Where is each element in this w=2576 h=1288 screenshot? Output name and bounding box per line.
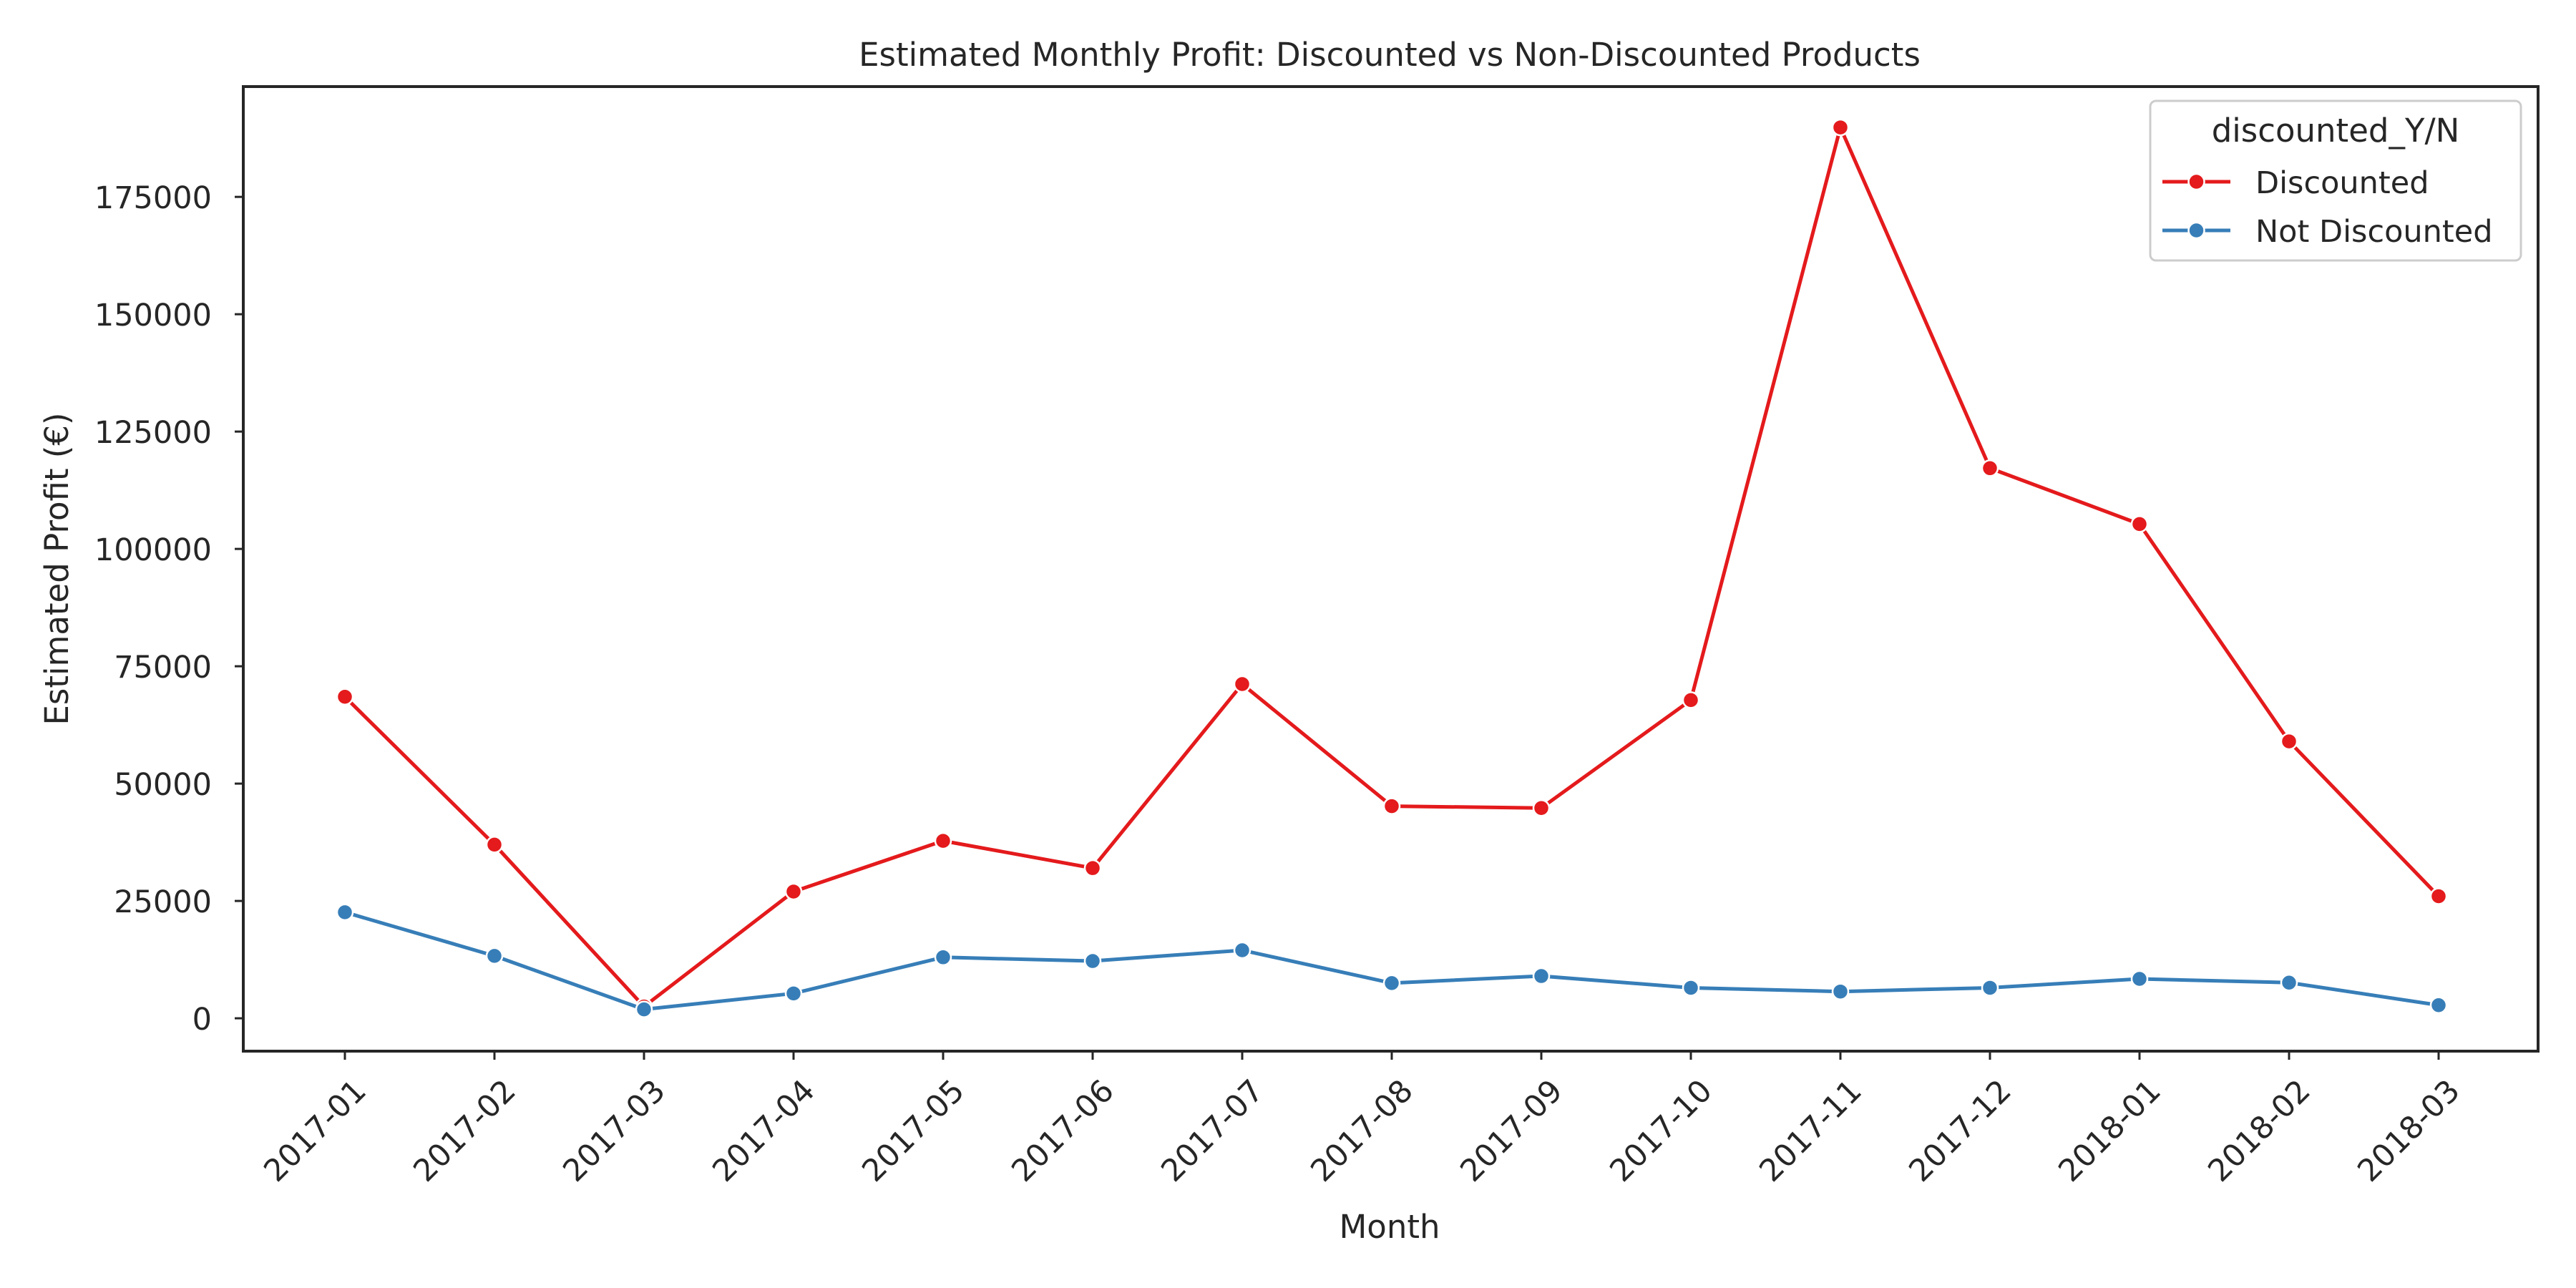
data-point-discounted <box>485 836 504 854</box>
data-point-not-discounted <box>784 985 803 1002</box>
data-point-discounted <box>2130 515 2149 533</box>
data-point-not-discounted <box>1831 982 1850 1000</box>
data-point-discounted <box>784 882 803 901</box>
data-point-not-discounted <box>934 948 952 967</box>
y-tick-label: 175000 <box>94 180 212 216</box>
data-point-discounted <box>2280 732 2298 751</box>
x-axis-label: Month <box>1339 1208 1440 1246</box>
legend-marker-not-discounted <box>2187 221 2205 240</box>
legend: discounted_Y/N Discounted Not Discounted <box>2149 99 2522 262</box>
data-point-not-discounted <box>2280 973 2298 992</box>
data-point-not-discounted <box>1233 941 1252 960</box>
legend-label-not-discounted: Not Discounted <box>2255 214 2493 250</box>
data-point-not-discounted <box>635 1000 653 1018</box>
data-point-discounted <box>1233 675 1252 693</box>
data-point-discounted <box>1981 459 1999 477</box>
y-tick-label: 75000 <box>114 650 212 686</box>
data-point-not-discounted <box>1682 979 1700 997</box>
y-tick-label: 0 <box>192 1002 212 1038</box>
data-point-discounted <box>336 688 354 706</box>
legend-marker-discounted <box>2187 172 2205 191</box>
data-point-not-discounted <box>1382 974 1401 992</box>
data-point-discounted <box>2429 887 2448 905</box>
data-point-discounted <box>1382 797 1401 815</box>
data-point-not-discounted <box>1083 952 1102 970</box>
data-point-not-discounted <box>2130 970 2149 988</box>
y-tick-label: 100000 <box>94 532 212 568</box>
legend-label-discounted: Discounted <box>2255 165 2429 201</box>
data-point-discounted <box>934 831 952 850</box>
y-tick-label: 150000 <box>94 298 212 333</box>
data-point-discounted <box>1682 691 1700 709</box>
legend-title: discounted_Y/N <box>2212 112 2460 150</box>
y-tick-label: 50000 <box>114 767 212 803</box>
data-point-not-discounted <box>1981 979 1999 997</box>
y-axis-label: Estimated Profit (€) <box>38 412 76 725</box>
plot-frame <box>242 85 2540 1053</box>
data-point-not-discounted <box>1532 967 1551 985</box>
chart-title: Estimated Monthly Profit: Discounted vs … <box>859 36 1921 74</box>
y-tick-label: 25000 <box>114 884 212 920</box>
data-point-not-discounted <box>336 903 354 922</box>
data-point-not-discounted <box>485 947 504 965</box>
legend-frame <box>2149 99 2522 262</box>
data-point-discounted <box>1083 859 1102 877</box>
data-point-discounted <box>1532 799 1551 817</box>
y-tick-label: 125000 <box>94 415 212 451</box>
data-point-discounted <box>1831 118 1850 137</box>
data-point-not-discounted <box>2429 996 2448 1014</box>
